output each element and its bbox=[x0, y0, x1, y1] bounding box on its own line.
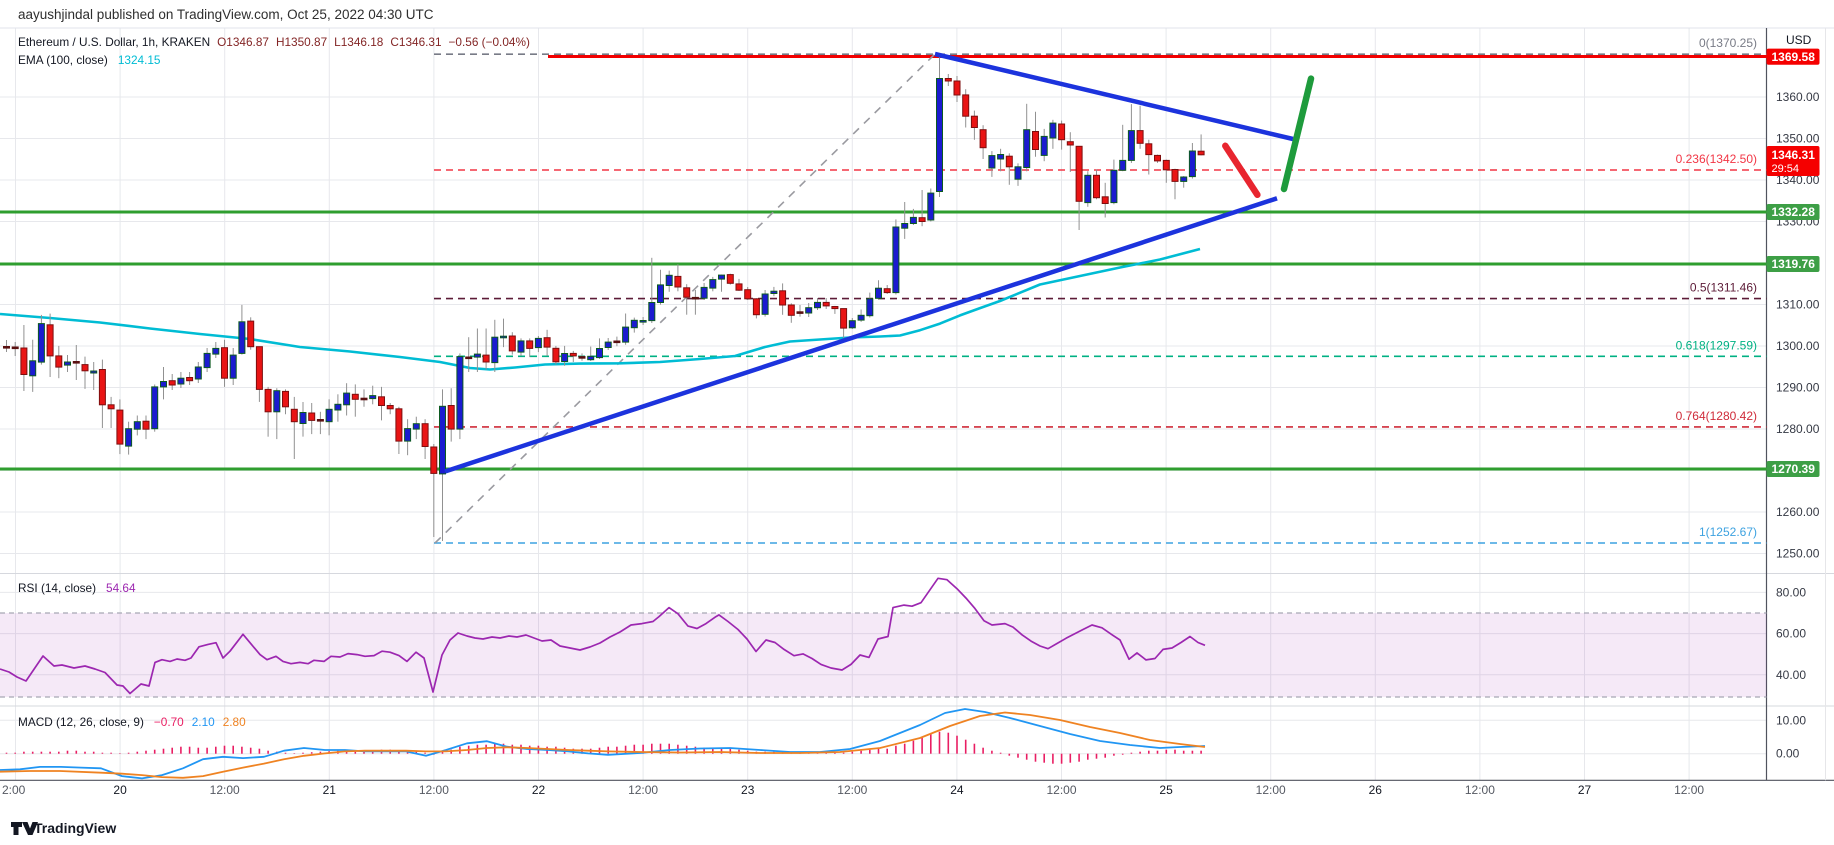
svg-text:1290.00: 1290.00 bbox=[1776, 381, 1820, 395]
svg-text:1332.28: 1332.28 bbox=[1772, 205, 1816, 219]
svg-text:12:00: 12:00 bbox=[419, 783, 449, 797]
svg-text:0(1370.25): 0(1370.25) bbox=[1699, 36, 1757, 50]
svg-text:1300.00: 1300.00 bbox=[1776, 339, 1820, 353]
svg-text:12:00: 12:00 bbox=[837, 783, 867, 797]
svg-text:2:00: 2:00 bbox=[2, 783, 26, 797]
svg-text:0.236(1342.50): 0.236(1342.50) bbox=[1676, 152, 1757, 166]
svg-text:20: 20 bbox=[113, 783, 127, 797]
svg-text:1346.31: 1346.31 bbox=[1772, 148, 1816, 162]
svg-text:27: 27 bbox=[1578, 783, 1592, 797]
svg-text:0.764(1280.42): 0.764(1280.42) bbox=[1676, 409, 1757, 423]
svg-text:1319.76: 1319.76 bbox=[1772, 257, 1816, 271]
svg-text:22: 22 bbox=[532, 783, 546, 797]
svg-text:40.00: 40.00 bbox=[1776, 668, 1806, 682]
svg-text:EMA (100, close)1324.15: EMA (100, close) 1324.15 bbox=[18, 53, 161, 67]
svg-text:60.00: 60.00 bbox=[1776, 627, 1806, 641]
svg-text:1270.39: 1270.39 bbox=[1772, 462, 1816, 476]
svg-text:25: 25 bbox=[1159, 783, 1173, 797]
svg-text:1350.00: 1350.00 bbox=[1776, 132, 1820, 146]
svg-text:24: 24 bbox=[950, 783, 964, 797]
svg-text:TradingView: TradingView bbox=[34, 820, 116, 836]
svg-text:29:54: 29:54 bbox=[1772, 163, 1800, 175]
svg-text:1360.00: 1360.00 bbox=[1776, 90, 1820, 104]
svg-text:23: 23 bbox=[741, 783, 755, 797]
svg-text:0.00: 0.00 bbox=[1776, 747, 1800, 761]
svg-text:12:00: 12:00 bbox=[1674, 783, 1704, 797]
svg-text:12:00: 12:00 bbox=[1256, 783, 1286, 797]
svg-text:12:00: 12:00 bbox=[1465, 783, 1495, 797]
svg-text:12:00: 12:00 bbox=[210, 783, 240, 797]
svg-text:1310.00: 1310.00 bbox=[1776, 298, 1820, 312]
svg-text:USD: USD bbox=[1786, 33, 1812, 47]
svg-text:MACD (12, 26, close, 9)−0.702.: MACD (12, 26, close, 9) −0.70 2.10 2.80 bbox=[18, 715, 246, 729]
svg-text:1260.00: 1260.00 bbox=[1776, 505, 1820, 519]
svg-text:12:00: 12:00 bbox=[628, 783, 658, 797]
svg-text:0.618(1297.59): 0.618(1297.59) bbox=[1676, 338, 1757, 352]
svg-text:80.00: 80.00 bbox=[1776, 585, 1806, 599]
svg-text:26: 26 bbox=[1369, 783, 1383, 797]
svg-text:10.00: 10.00 bbox=[1776, 713, 1806, 727]
svg-text:12:00: 12:00 bbox=[1046, 783, 1076, 797]
svg-text:0.5(1311.46): 0.5(1311.46) bbox=[1690, 281, 1757, 295]
svg-text:1340.00: 1340.00 bbox=[1776, 173, 1820, 187]
svg-text:1369.58: 1369.58 bbox=[1772, 50, 1816, 64]
svg-text:1250.00: 1250.00 bbox=[1776, 547, 1820, 561]
svg-text:21: 21 bbox=[323, 783, 337, 797]
svg-text:aayushjindal published on Trad: aayushjindal published on TradingView.co… bbox=[18, 7, 434, 22]
svg-text:1280.00: 1280.00 bbox=[1776, 422, 1820, 436]
svg-text:RSI (14, close)54.64: RSI (14, close) 54.64 bbox=[18, 581, 136, 595]
svg-text:1(1252.67): 1(1252.67) bbox=[1699, 525, 1757, 539]
